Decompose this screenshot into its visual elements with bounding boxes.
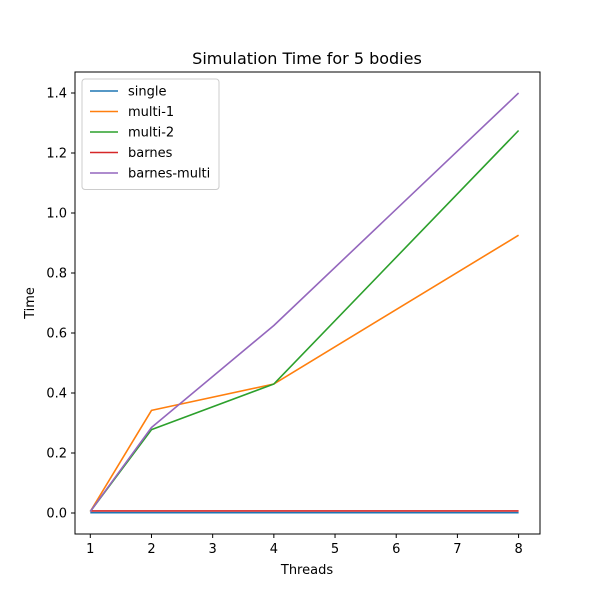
x-axis-label: Threads — [280, 563, 333, 578]
series-layer — [89, 92, 520, 514]
legend-label: barnes-multi — [128, 167, 210, 182]
legend-label: multi-1 — [128, 105, 174, 120]
y-tick-label: 0.8 — [46, 267, 67, 282]
series-line-barnes-multi — [89, 92, 520, 512]
y-axis: 0.0 0.2 0.4 0.6 0.8 1.0 1.2 1.4 — [46, 87, 75, 522]
x-axis: 1 2 3 4 5 6 7 8 — [86, 534, 523, 557]
y-tick-label: 1.2 — [46, 147, 67, 162]
legend-label: barnes — [128, 146, 173, 161]
chart-title: Simulation Time for 5 bodies — [192, 49, 422, 68]
plot-frame — [74, 71, 541, 535]
y-tick-label: 0.2 — [46, 447, 67, 462]
x-tick-label: 4 — [270, 542, 278, 557]
legend: single multi-1 multi-2 barnes barnes-multi — [81, 78, 220, 190]
y-tick-label: 1.0 — [46, 207, 67, 222]
y-tick-label: 0.0 — [46, 507, 67, 522]
series-line-multi-1 — [89, 234, 520, 512]
x-tick-label: 8 — [514, 542, 522, 557]
x-tick-label: 7 — [453, 542, 461, 557]
y-tick-label: 0.6 — [46, 327, 67, 342]
y-axis-label: Time — [23, 287, 38, 320]
x-tick-label: 1 — [86, 542, 94, 557]
legend-box — [81, 78, 220, 190]
x-tick-label: 2 — [147, 542, 155, 557]
x-tick-label: 6 — [392, 542, 400, 557]
legend-label: multi-2 — [128, 126, 174, 141]
x-tick-label: 5 — [331, 542, 339, 557]
legend-label: single — [128, 85, 167, 100]
y-tick-label: 1.4 — [46, 87, 67, 102]
x-tick-label: 3 — [209, 542, 217, 557]
y-tick-label: 0.4 — [46, 387, 67, 402]
